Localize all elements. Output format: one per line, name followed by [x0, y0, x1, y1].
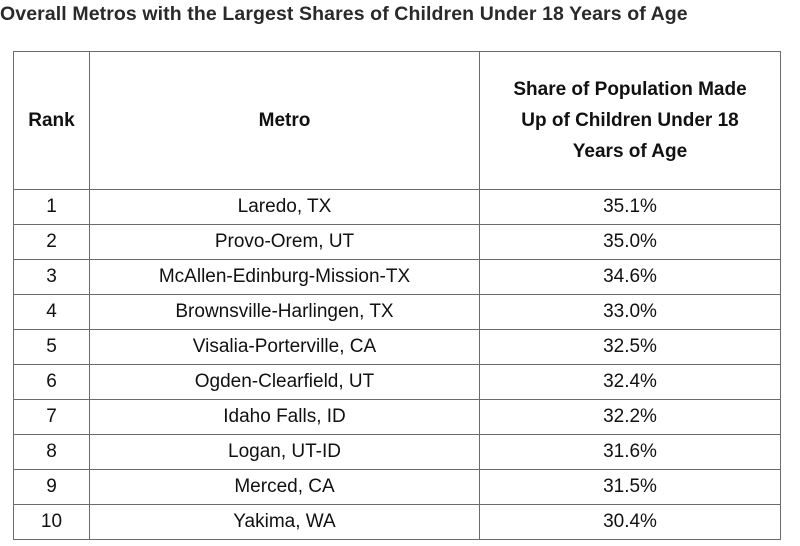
metro-cell: Laredo, TX — [89, 189, 480, 225]
table-row: 6 Ogden-Clearfield, UT 32.4% — [13, 364, 781, 400]
share-cell: 35.1% — [479, 189, 781, 225]
metro-column-header: Metro — [89, 51, 480, 190]
share-cell: 35.0% — [479, 224, 781, 260]
rank-cell: 4 — [13, 294, 90, 330]
share-cell: 32.5% — [479, 329, 781, 365]
table-row: 3 McAllen-Edinburg-Mission-TX 34.6% — [13, 259, 781, 295]
table-row: 2 Provo-Orem, UT 35.0% — [13, 224, 781, 260]
metro-cell: Ogden-Clearfield, UT — [89, 364, 480, 400]
share-cell: 30.4% — [479, 504, 781, 540]
metro-cell: Yakima, WA — [89, 504, 480, 540]
rank-cell: 7 — [13, 399, 90, 435]
metro-cell: Logan, UT-ID — [89, 434, 480, 470]
rank-cell: 6 — [13, 364, 90, 400]
table-row: 1 Laredo, TX 35.1% — [13, 189, 781, 225]
table-header-row: Rank Metro Share of Population Made Up o… — [13, 51, 781, 190]
table-row: 8 Logan, UT-ID 31.6% — [13, 434, 781, 470]
page-title: Overall Metros with the Largest Shares o… — [0, 3, 688, 25]
share-cell: 31.6% — [479, 434, 781, 470]
table-row: 10 Yakima, WA 30.4% — [13, 504, 781, 540]
rank-column-header: Rank — [13, 51, 90, 190]
share-cell: 33.0% — [479, 294, 781, 330]
share-cell: 31.5% — [479, 469, 781, 505]
metro-cell: Visalia-Porterville, CA — [89, 329, 480, 365]
rank-cell: 8 — [13, 434, 90, 470]
share-cell: 32.4% — [479, 364, 781, 400]
share-cell: 32.2% — [479, 399, 781, 435]
table-row: 5 Visalia-Porterville, CA 32.5% — [13, 329, 781, 365]
share-cell: 34.6% — [479, 259, 781, 295]
share-column-header-label: Share of Population Made Up of Children … — [513, 79, 747, 162]
rank-cell: 1 — [13, 189, 90, 225]
metro-cell: Brownsville-Harlingen, TX — [89, 294, 480, 330]
rank-cell: 9 — [13, 469, 90, 505]
metro-cell: Idaho Falls, ID — [89, 399, 480, 435]
table-row: 4 Brownsville-Harlingen, TX 33.0% — [13, 294, 781, 330]
rank-cell: 10 — [13, 504, 90, 540]
metro-cell: Merced, CA — [89, 469, 480, 505]
rank-cell: 5 — [13, 329, 90, 365]
metro-cell: McAllen-Edinburg-Mission-TX — [89, 259, 480, 295]
share-column-header: Share of Population Made Up of Children … — [479, 51, 781, 190]
rank-cell: 2 — [13, 224, 90, 260]
metro-ranking-table: Rank Metro Share of Population Made Up o… — [13, 51, 781, 540]
table-row: 9 Merced, CA 31.5% — [13, 469, 781, 505]
table-row: 7 Idaho Falls, ID 32.2% — [13, 399, 781, 435]
rank-cell: 3 — [13, 259, 90, 295]
metro-cell: Provo-Orem, UT — [89, 224, 480, 260]
